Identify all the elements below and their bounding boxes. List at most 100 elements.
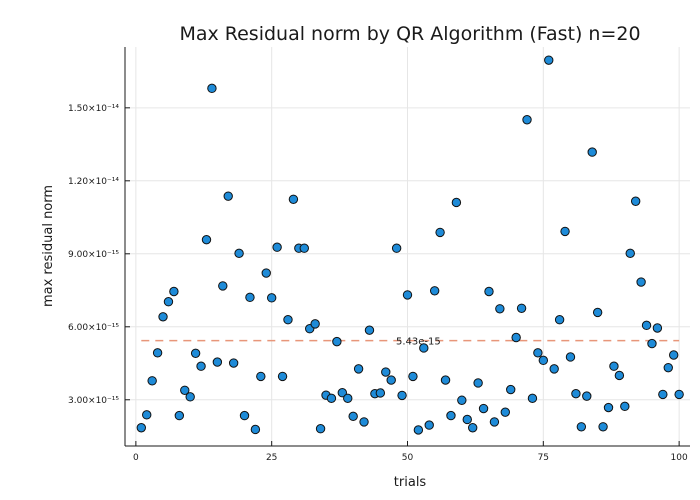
data-point [283,315,293,325]
data-point [641,320,652,331]
data-point [326,393,337,404]
data-point [261,268,271,278]
data-point [533,348,543,358]
data-point [419,343,429,353]
data-point [457,395,467,405]
y-tick-label: 6.00×10⁻¹⁵ [68,323,119,333]
data-point [201,234,212,245]
data-point [228,358,239,368]
tick-labels: 0 25 50 75 100 3.00×10⁻¹⁵ 6.00×10⁻¹⁵ 9.00×10⁻¹⁵… [68,104,688,463]
data-point [511,332,521,343]
data-point [315,424,326,434]
x-tick-label: 75 [538,453,549,463]
data-points [136,55,684,435]
data-point [158,312,168,322]
data-point [152,348,163,358]
data-point [554,315,565,325]
data-point [565,352,576,362]
data-point [245,292,255,303]
data-point [136,423,146,433]
data-point [250,424,261,435]
data-point [440,375,451,385]
data-point [288,194,299,205]
data-point [522,115,532,125]
data-point [332,336,342,347]
data-point [348,411,358,422]
mean-line-label: 5.43e-15 [396,337,441,348]
data-point [359,417,369,427]
data-point [391,243,402,253]
x-tick-label: 25 [266,453,277,463]
data-point [549,364,559,374]
data-point [429,286,440,296]
y-tick-label: 9.00×10⁻¹⁵ [68,250,119,260]
data-point [256,371,266,382]
data-point [272,242,282,252]
data-point [446,410,456,421]
data-point [266,293,277,303]
data-point [674,389,684,400]
data-point [516,303,527,313]
data-point [142,410,152,420]
data-point [614,370,625,381]
x-tick-label: 0 [133,453,139,463]
data-point [527,393,538,404]
data-point [185,392,195,402]
data-point [489,417,500,427]
data-point [462,414,472,425]
x-tick-label: 100 [671,453,688,463]
data-point [669,350,679,360]
data-point [375,388,386,398]
data-point [163,297,174,307]
chart-title: Max Residual norm by QR Algorithm (Fast)… [179,23,640,45]
data-point [310,319,320,329]
data-point [402,290,413,300]
axes [124,47,690,447]
x-tick-label: 50 [402,453,414,463]
data-point [381,367,391,377]
data-point [424,420,434,430]
data-point [190,348,201,359]
data-point [582,391,592,401]
y-axis-label: max residual norm [41,185,56,307]
data-point [598,422,608,432]
data-point [603,402,614,413]
data-point [609,361,619,371]
x-axis-label: trials [394,475,427,490]
data-point [174,410,185,421]
data-point [147,376,157,386]
data-point [353,364,364,374]
data-point [592,307,603,318]
data-point [451,197,462,208]
data-point [587,147,597,157]
data-point [212,357,223,367]
grid [125,47,690,446]
y-tick-label: 1.50×10⁻¹⁴ [68,104,119,114]
data-point [478,403,489,414]
data-point [467,423,478,433]
data-point [180,385,190,395]
data-point [299,243,309,253]
y-tick-label: 3.00×10⁻¹⁵ [68,396,119,406]
data-point [500,407,510,417]
data-point [636,277,646,287]
mean-line-group: 5.43e-15 [141,337,680,348]
data-point [473,378,483,388]
data-point [495,304,505,314]
data-point [560,226,570,237]
data-point [571,388,581,399]
data-point [435,227,445,238]
data-point [239,410,250,421]
data-point [223,191,233,201]
data-point [386,375,396,385]
data-point [620,401,630,412]
data-point [576,422,587,432]
data-point [169,286,179,297]
data-point [337,388,348,398]
data-point [207,83,217,94]
data-point [218,281,228,291]
data-point [652,323,663,333]
data-point [277,371,288,382]
data-point [538,355,549,366]
